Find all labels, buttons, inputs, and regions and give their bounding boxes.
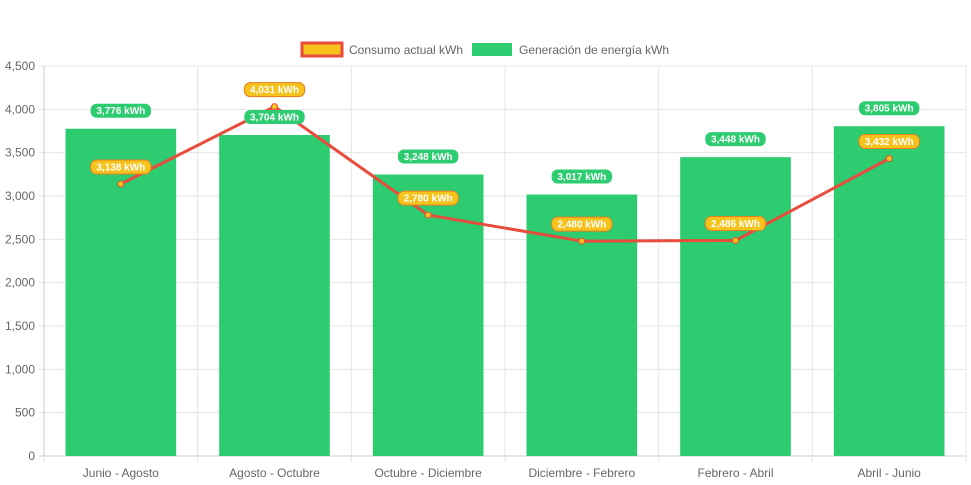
data-label-badge (90, 159, 152, 175)
data-label-badge (704, 216, 767, 232)
legend-label-consumo: Consumo actual kWh (349, 43, 463, 57)
axes: 0 500 1,000 1,500 2,000 2,500 3,000 3,500 4,000 4… (5, 59, 966, 480)
y-tick-label: 3,500 (5, 146, 35, 160)
y-tick-label: 1,500 (5, 319, 35, 333)
x-tick-label: Abril - Junio (857, 466, 921, 480)
x-tick-label: Agosto - Octubre (229, 466, 320, 480)
data-label-badge (397, 190, 459, 206)
bar[interactable] (65, 128, 177, 456)
data-label-badge (244, 109, 305, 124)
data-label-badge (243, 82, 306, 98)
data-label: 3,448 kWh (705, 132, 766, 147)
data-label: 2,780 kWh (397, 190, 459, 206)
legend-item-generacion[interactable]: Generación de energía kWh (472, 43, 669, 57)
legend-item-consumo[interactable]: Consumo actual kWh (300, 41, 463, 58)
line-point[interactable] (732, 237, 739, 245)
line-point[interactable] (271, 103, 278, 111)
data-label: 2,480 kWh (551, 216, 613, 232)
data-label-text: 3,017 kWh (557, 172, 606, 183)
data-label-text: 3,138 kWh (96, 163, 145, 174)
bar[interactable] (833, 126, 945, 456)
data-label-badge (705, 132, 766, 147)
line-point[interactable] (885, 155, 893, 163)
y-tick-label: 0 (28, 449, 35, 463)
data-label-badge (397, 149, 459, 164)
data-label-text: 3,448 kWh (711, 135, 760, 146)
data-label-badge (858, 134, 920, 150)
data-label: 3,776 kWh (90, 103, 152, 118)
data-label-text: 3,248 kWh (404, 152, 453, 163)
legend-swatch-generacion (472, 43, 512, 56)
data-label-text: 3,776 kWh (96, 106, 145, 117)
x-tick-label: Diciembre - Febrero (528, 466, 635, 480)
y-tick-label: 2,000 (5, 276, 35, 290)
data-label: 3,432 kWh (858, 134, 920, 150)
line-point[interactable] (117, 180, 125, 188)
data-label-text: 2,480 kWh (557, 220, 606, 231)
data-label: 2,486 kWh (704, 216, 767, 232)
data-label: 4,031 kWh (243, 82, 306, 98)
grid (39, 65, 967, 462)
legend[interactable]: Consumo actual kWh Generación de energía… (300, 41, 669, 58)
legend-label-generacion: Generación de energía kWh (519, 43, 669, 57)
y-tick-label: 3,000 (5, 189, 35, 203)
data-label-badge (551, 169, 613, 184)
x-tick-label: Febrero - Abril (697, 466, 773, 480)
x-tick-label: Octubre - Diciembre (374, 466, 482, 480)
data-label: 3,805 kWh (858, 101, 920, 116)
line-point[interactable] (578, 237, 586, 245)
bar-series (65, 126, 945, 457)
data-label-text: 3,704 kWh (250, 112, 299, 123)
data-label: 3,138 kWh (90, 159, 152, 175)
data-label: 3,017 kWh (551, 169, 613, 184)
data-label-badge (90, 103, 152, 118)
y-tick-label: 1,000 (5, 362, 35, 376)
data-labels: 3,776 kWh 3,704 kWh 3,248 kWh 3,017 kWh 3,44… (90, 82, 920, 232)
data-label-text: 3,432 kWh (865, 137, 914, 148)
data-label: 3,248 kWh (397, 149, 459, 164)
y-tick-label: 2,500 (5, 232, 35, 246)
data-label-badge (551, 216, 613, 232)
data-label-text: 3,805 kWh (865, 104, 914, 115)
bar[interactable] (680, 157, 791, 456)
data-label-text: 4,031 kWh (250, 85, 299, 96)
x-tick-label: Junio - Agosto (83, 466, 159, 480)
data-label-text: 2,780 kWh (404, 194, 453, 205)
data-label-badge (858, 101, 920, 116)
bar[interactable] (219, 134, 330, 456)
y-tick-label: 4,000 (5, 102, 35, 116)
data-label: 3,704 kWh (244, 109, 305, 124)
legend-swatch-consumo (300, 41, 344, 58)
data-label-text: 2,486 kWh (711, 219, 760, 230)
line-point[interactable] (424, 211, 432, 219)
y-tick-label: 500 (15, 406, 35, 420)
y-tick-label: 4,500 (5, 59, 35, 73)
